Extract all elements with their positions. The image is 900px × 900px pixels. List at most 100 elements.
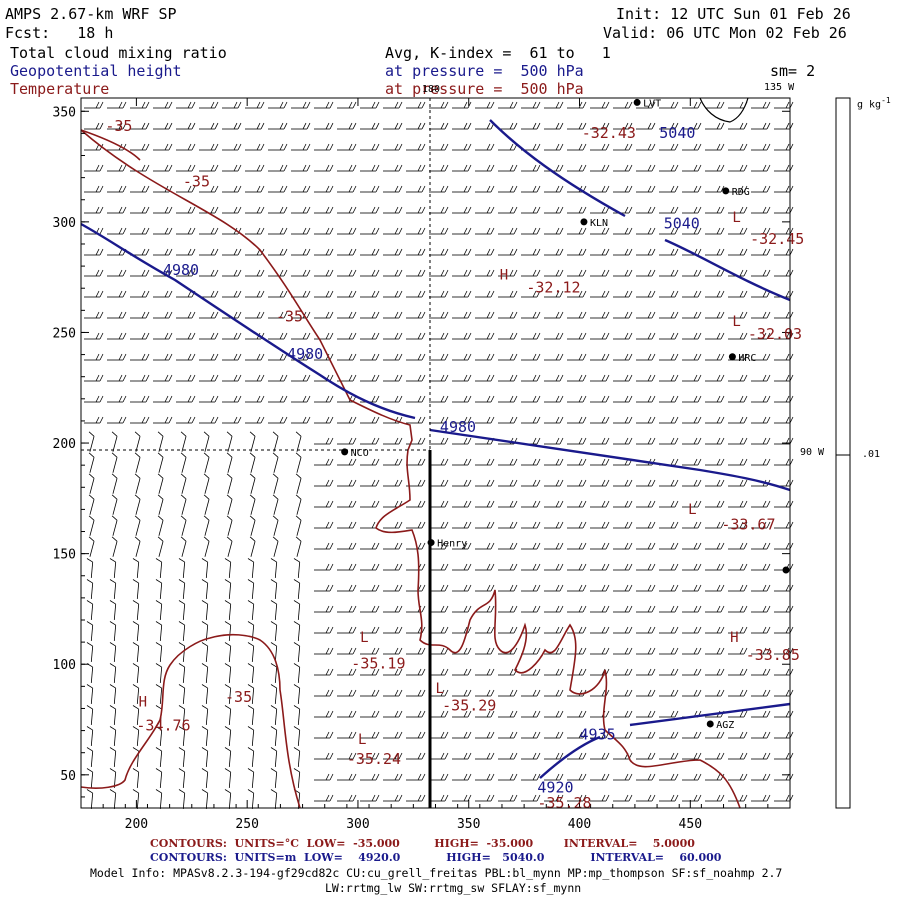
wind-barb <box>176 374 196 382</box>
wind-barb <box>203 494 210 515</box>
wind-barb <box>429 500 449 508</box>
wind-barb <box>222 395 242 403</box>
wind-barb <box>314 269 334 277</box>
wind-barb <box>452 374 472 382</box>
wind-barb <box>544 584 564 592</box>
wind-barb <box>682 689 702 697</box>
wind-barb <box>728 122 748 130</box>
wind-barb <box>452 311 472 319</box>
wind-barb <box>521 101 541 109</box>
wind-barb <box>590 458 610 466</box>
wind-barb <box>314 458 334 466</box>
wind-barb <box>130 185 150 193</box>
wind-barb <box>88 473 95 494</box>
station-label: LVT <box>643 98 661 109</box>
wind-barb <box>84 248 104 256</box>
wind-barb <box>201 768 209 789</box>
wind-barb <box>130 290 150 298</box>
wind-barb <box>659 269 679 277</box>
wind-barb <box>178 747 186 768</box>
x-tick-label: 200 <box>125 817 148 832</box>
y-tick-label: 250 <box>53 326 76 341</box>
wind-barb <box>406 710 426 718</box>
wind-barb <box>567 752 587 760</box>
wind-barb <box>590 521 610 529</box>
wind-barb <box>544 563 564 571</box>
x-tick-label: 450 <box>679 817 702 832</box>
wind-barb <box>176 206 196 214</box>
wind-barb <box>728 584 748 592</box>
wind-barb <box>751 563 771 571</box>
wind-barb <box>109 600 117 621</box>
height-contour-label: 4935 <box>580 725 616 743</box>
wind-barb <box>360 164 380 172</box>
wind-barb <box>429 479 449 487</box>
wind-barb <box>429 374 449 382</box>
wind-barb <box>544 332 564 340</box>
wind-barb <box>613 374 633 382</box>
height-contour-label: 5040 <box>659 124 695 142</box>
wind-barb <box>521 332 541 340</box>
wind-barb <box>590 143 610 151</box>
wind-barb <box>498 206 518 214</box>
wind-barb <box>498 311 518 319</box>
wind-barb <box>659 416 679 424</box>
wind-barb <box>245 227 265 235</box>
wind-barb <box>270 558 278 579</box>
wind-barb <box>659 248 679 256</box>
wind-barb <box>203 431 210 452</box>
wind-barb <box>360 185 380 193</box>
wind-barb <box>291 269 311 277</box>
wind-barb <box>155 768 163 789</box>
wind-barb <box>157 515 164 536</box>
wind-barb <box>636 311 656 319</box>
wind-barb <box>383 542 403 550</box>
wind-barb <box>268 248 288 256</box>
wind-barb <box>247 579 255 600</box>
wind-barb <box>406 143 426 151</box>
wind-barb <box>429 164 449 172</box>
wind-barb <box>544 290 564 298</box>
wind-barb <box>268 227 288 235</box>
wind-barb <box>498 584 518 592</box>
wind-barb <box>314 290 334 298</box>
wind-barb <box>249 536 256 557</box>
wind-barb <box>176 269 196 277</box>
wind-barb <box>314 353 334 361</box>
temperature-label: -35.29 <box>442 697 496 715</box>
wind-barb <box>291 353 311 361</box>
wind-barb <box>636 668 656 676</box>
wind-barb <box>682 458 702 466</box>
smoothing-label: sm= 2 <box>770 62 816 80</box>
wind-barb <box>383 584 403 592</box>
wind-barb <box>247 663 255 684</box>
wind-barb <box>157 473 164 494</box>
wind-barb <box>475 752 495 760</box>
wind-barb <box>429 647 449 655</box>
wind-barb <box>293 642 301 663</box>
wind-barb <box>682 185 702 193</box>
wind-barb <box>270 726 278 747</box>
wind-barb <box>429 710 449 718</box>
wind-barb <box>272 536 279 557</box>
wind-barb <box>107 290 127 298</box>
wind-barb <box>636 500 656 508</box>
wind-barb <box>475 269 495 277</box>
wind-barb <box>201 747 209 768</box>
wind-barb <box>682 206 702 214</box>
wind-barb <box>270 621 278 642</box>
wind-barb <box>84 122 104 130</box>
wind-barb <box>590 248 610 256</box>
wind-barb <box>682 521 702 529</box>
wind-barb <box>475 794 495 802</box>
wind-barb <box>314 395 334 403</box>
wind-barb <box>314 605 334 613</box>
wind-barb <box>682 353 702 361</box>
wind-barb <box>567 500 587 508</box>
wind-barb <box>293 579 301 600</box>
wind-barb <box>475 416 495 424</box>
wind-barb <box>705 584 725 592</box>
wind-barb <box>224 579 232 600</box>
temperature-label: -35.19 <box>351 655 405 673</box>
wind-barb <box>84 374 104 382</box>
